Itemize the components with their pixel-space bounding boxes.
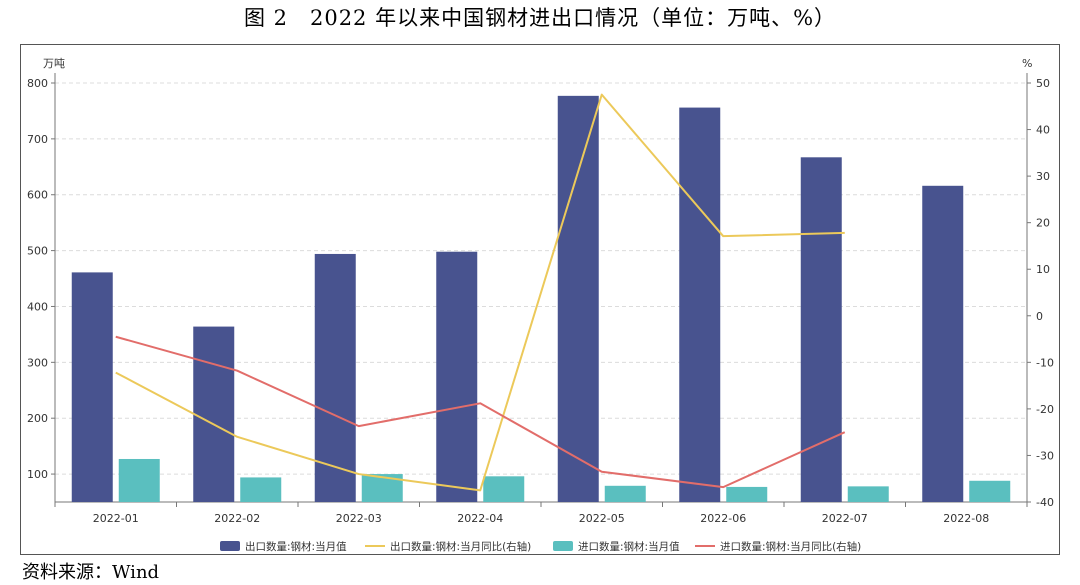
import-bar [726,486,768,502]
import-bar [118,458,160,502]
legend-import-value-swatch [553,541,573,551]
right-tick-label: -10 [1036,356,1054,369]
right-tick-label: -30 [1036,449,1054,462]
left-tick-label: 300 [27,356,48,369]
right-tick-label: 0 [1036,310,1043,323]
export-bar [679,107,721,503]
import-bar [847,486,889,502]
legend-import-yoy-label: 进口数量:钢材:当月同比(右轴) [720,540,861,553]
export-bar [436,251,478,502]
right-tick-label: 40 [1036,124,1050,137]
left-axis-unit: 万吨 [43,57,65,70]
x-tick-label: 2022-04 [457,512,503,525]
right-tick-label: 20 [1036,217,1050,230]
source-note: 资料来源：Wind [22,562,160,583]
x-tick-label: 2022-05 [579,512,625,525]
import-bar [969,480,1011,502]
right-tick-label: 50 [1036,77,1050,90]
right-tick-label: 10 [1036,263,1050,276]
right-tick-label: 30 [1036,170,1050,183]
left-tick-label: 100 [27,468,48,481]
import-bar [483,476,525,502]
import-bar [604,485,646,502]
x-tick-label: 2022-02 [214,512,260,525]
export-bar [557,95,599,502]
import-bar [240,477,282,502]
x-tick-label: 2022-07 [822,512,868,525]
export-bar [71,272,113,502]
right-axis-unit: % [1022,57,1032,70]
left-tick-label: 600 [27,189,48,202]
x-tick-label: 2022-08 [943,512,989,525]
legend-export-value-label: 出口数量:钢材:当月值 [245,540,347,553]
right-tick-label: -40 [1036,496,1054,509]
export-yoy-line [115,93,845,492]
legend-import-value-label: 进口数量:钢材:当月值 [578,540,680,553]
export-bar [193,326,235,502]
x-tick-label: 2022-03 [336,512,382,525]
left-tick-label: 400 [27,300,48,313]
export-bar [800,157,842,502]
legend-export-value-swatch [220,541,240,551]
left-tick-label: 200 [27,412,48,425]
legend-export-yoy-label: 出口数量:钢材:当月同比(右轴) [390,540,531,553]
figure-title: 图 2 2022 年以来中国钢材进出口情况（单位：万吨、%） [243,6,837,30]
left-tick-label: 500 [27,245,48,258]
x-tick-label: 2022-01 [93,512,139,525]
left-tick-label: 700 [27,133,48,146]
export-bar [314,253,356,502]
left-tick-label: 800 [27,77,48,90]
right-tick-label: -20 [1036,403,1054,416]
x-tick-label: 2022-06 [700,512,746,525]
export-bar [922,185,964,502]
chart-frame [20,44,1060,555]
